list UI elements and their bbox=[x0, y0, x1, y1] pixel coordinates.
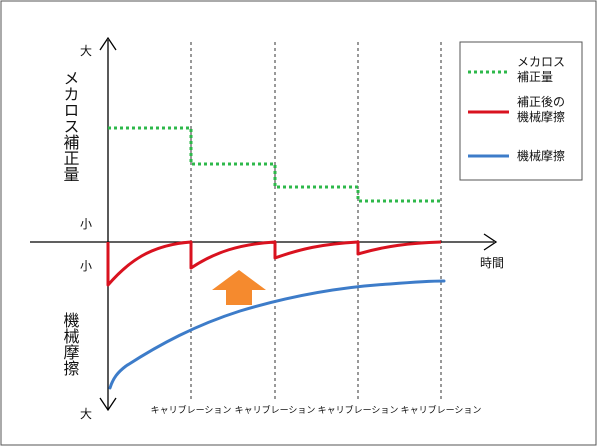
top-axis-label: メカロス補正量 bbox=[61, 70, 80, 182]
y-axis bbox=[99, 36, 117, 412]
calibration-label-4: キャリブレーション bbox=[401, 404, 482, 416]
corrected-friction-line bbox=[106, 240, 442, 287]
calibration-label-3: キャリブレーション bbox=[318, 404, 399, 416]
y-axis-arrow-up-icon bbox=[99, 36, 117, 51]
legend-label-corrected-friction-1: 補正後の bbox=[517, 95, 565, 109]
legend-label-corrected-friction-2: 機械摩擦 bbox=[517, 109, 565, 124]
up-arrow-icon bbox=[212, 270, 266, 305]
legend-label-friction: 機械摩擦 bbox=[517, 148, 565, 163]
x-axis-arrow-icon bbox=[483, 233, 498, 251]
bottom-axis-label: 機械摩擦 bbox=[61, 312, 80, 376]
correction-step-line bbox=[108, 126, 441, 203]
legend-label-correction-1: メカロス bbox=[517, 55, 565, 69]
y-bottom-min-label: 小 bbox=[80, 259, 92, 273]
calibration-label-1: キャリブレーション bbox=[151, 404, 232, 416]
y-axis-arrow-down-icon bbox=[99, 397, 117, 412]
friction-curve bbox=[108, 279, 446, 390]
legend-label-correction-2: 補正量 bbox=[517, 70, 553, 84]
x-axis-label: 時間 bbox=[480, 256, 504, 270]
legend: メカロス 補正量 補正後の 機械摩擦 機械摩擦 bbox=[459, 41, 583, 181]
calibration-label-2: キャリブレーション bbox=[235, 404, 316, 416]
y-bottom-max-label: 大 bbox=[80, 407, 92, 421]
y-top-min-label: 小 bbox=[80, 217, 92, 231]
y-top-max-label: 大 bbox=[80, 44, 92, 58]
